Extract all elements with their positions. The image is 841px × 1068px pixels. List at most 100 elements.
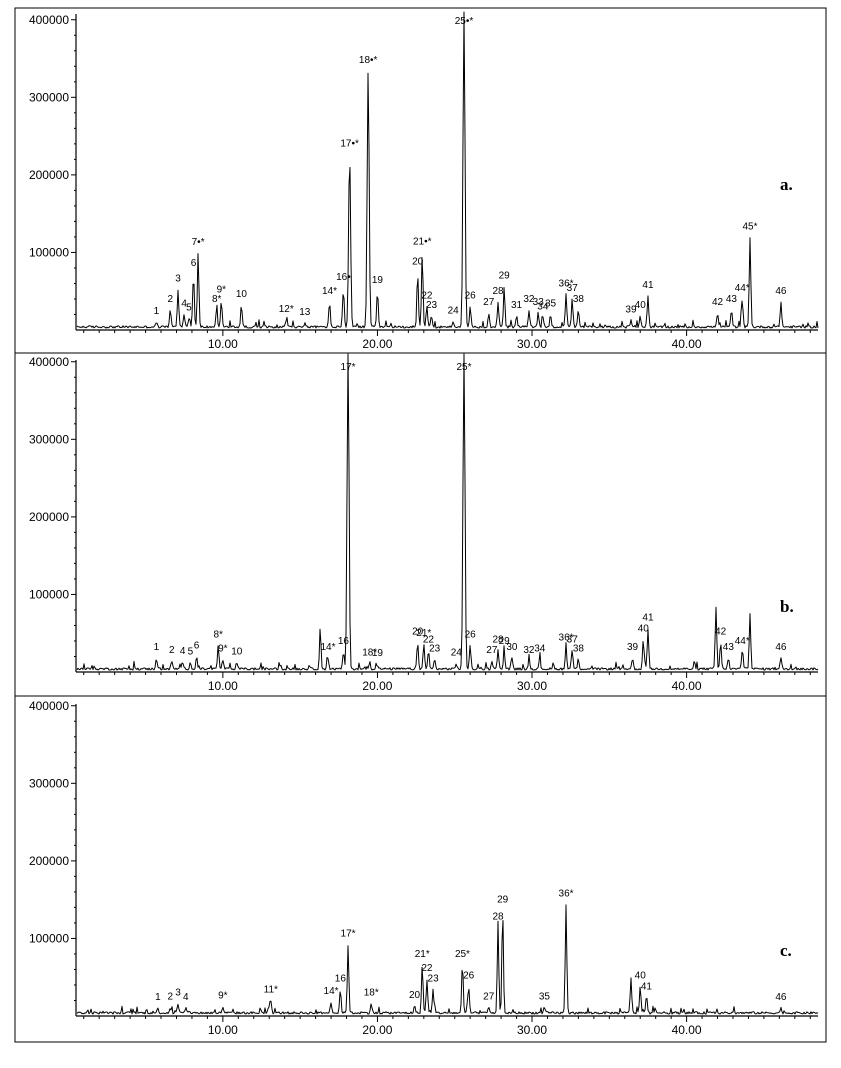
y-tick-label: 400000	[29, 355, 69, 369]
peak-label: 27	[483, 297, 495, 308]
peak-label: 28	[492, 912, 504, 923]
peak-label: 28	[492, 634, 504, 645]
peak-label: 42	[712, 297, 724, 308]
peak-label: 27	[483, 991, 495, 1002]
y-tick-label: 100000	[29, 587, 69, 601]
peak-label: 41	[642, 613, 654, 624]
peak-label: 5	[186, 302, 192, 313]
peak-label: 6	[191, 258, 197, 269]
peak-label: 29	[497, 895, 509, 906]
peak-label: 27	[486, 645, 498, 656]
peak-label: 37	[567, 283, 579, 294]
x-tick-label: 30.00	[517, 679, 547, 693]
peak-label: 9*	[218, 644, 228, 655]
peak-label: 23	[428, 974, 440, 985]
peak-label: 41	[642, 280, 654, 291]
peak-label: 3	[175, 274, 181, 285]
peak-label: 8*	[212, 294, 222, 305]
peak-label: 4	[181, 298, 187, 309]
peak-label: 25*	[456, 362, 471, 373]
x-tick-label: 10.00	[208, 1023, 238, 1037]
chromatogram-trace	[76, 11, 819, 329]
y-tick-label: 400000	[29, 699, 69, 713]
peak-label: 2	[168, 294, 174, 305]
peak-label: 35	[539, 991, 551, 1002]
peak-label: 2	[169, 645, 175, 656]
y-tick-label: 200000	[29, 168, 69, 182]
peak-label: 18*	[364, 988, 379, 999]
panel-frame	[14, 695, 827, 1043]
peak-label: 10	[231, 647, 243, 658]
y-tick-label: 100000	[29, 245, 69, 259]
peak-label: 2	[168, 991, 174, 1002]
peak-label: 19	[372, 648, 384, 659]
chromatogram-panel: 100000 200000 300000 400000 10.00 20.00 30.00 4…	[14, 695, 827, 1043]
peak-label: 42	[715, 627, 727, 638]
peak-label: 21*	[416, 628, 431, 639]
peak-label: 30	[506, 642, 518, 653]
peak-label: 21*	[415, 949, 430, 960]
peak-label: 26	[463, 971, 475, 982]
x-tick-label: 40.00	[672, 1023, 702, 1037]
peak-label: 34	[534, 644, 546, 655]
y-tick-label: 200000	[29, 510, 69, 524]
peak-label: 9*	[218, 991, 228, 1002]
peak-label: 33	[533, 297, 545, 308]
peak-label: 36*	[559, 633, 574, 644]
chromatogram-panel: 100000 200000 300000 400000 10.00 20.00 30.00 4…	[14, 352, 827, 697]
panel-letter: c.	[780, 941, 792, 960]
y-tick-label: 300000	[29, 776, 69, 790]
peak-label: 36*	[559, 278, 574, 289]
peak-label: 46	[775, 642, 787, 653]
peak-label: 43	[723, 642, 735, 653]
peak-label: 40	[635, 300, 647, 311]
peak-label: 29	[499, 636, 511, 647]
peak-label: 14*	[322, 286, 337, 297]
y-tick-label: 300000	[29, 432, 69, 446]
peak-label: 17*	[341, 362, 356, 373]
peak-label: 39	[627, 642, 639, 653]
peak-label: 29	[499, 271, 511, 282]
peak-label: 40	[635, 971, 647, 982]
peak-label: 43	[726, 294, 738, 305]
peak-label: 39	[625, 305, 637, 316]
peak-label: 8*	[213, 630, 223, 641]
peak-label: 38	[573, 294, 585, 305]
peak-label: 14*	[324, 986, 339, 997]
chromatogram-trace	[76, 904, 819, 1015]
peak-label: 14*	[320, 642, 335, 653]
y-tick-label: 400000	[29, 13, 69, 27]
peak-label: 37	[567, 634, 579, 645]
peak-label: 21•*	[413, 236, 432, 247]
peak-label: 41	[641, 981, 653, 992]
peak-label: 4	[183, 992, 189, 1003]
peak-label: 1	[154, 306, 160, 317]
peak-label: 13	[299, 307, 311, 318]
x-tick-label: 10.00	[208, 337, 238, 351]
peak-label: 22	[421, 291, 433, 302]
peak-label: 34	[537, 302, 549, 313]
x-tick-label: 40.00	[672, 337, 702, 351]
peak-label: 16•	[336, 272, 351, 283]
peak-label: 46	[775, 286, 787, 297]
chromatogram-trace	[76, 353, 819, 671]
panel-frame	[14, 352, 827, 697]
peak-label: 46	[775, 992, 787, 1003]
peak-label: 18•*	[359, 55, 378, 66]
y-tick-label: 300000	[29, 90, 69, 104]
peak-label: 44*	[735, 283, 750, 294]
peak-label: 1	[154, 642, 160, 653]
chromatogram-panel: 100000 200000 300000 400000 10.00 20.00 30.00 4…	[14, 7, 827, 354]
y-tick-label: 100000	[29, 931, 69, 945]
peak-label: 32	[523, 294, 535, 305]
peak-label: 22	[423, 634, 435, 645]
peak-label: 26	[465, 291, 477, 302]
x-tick-label: 20.00	[362, 337, 392, 351]
peak-label: 40	[638, 623, 650, 634]
peak-label: 17*	[341, 929, 356, 940]
peak-label: 17•*	[340, 139, 359, 150]
peak-label: 44*	[735, 636, 750, 647]
peak-label: 5	[188, 647, 194, 658]
peak-label: 4	[180, 646, 186, 657]
